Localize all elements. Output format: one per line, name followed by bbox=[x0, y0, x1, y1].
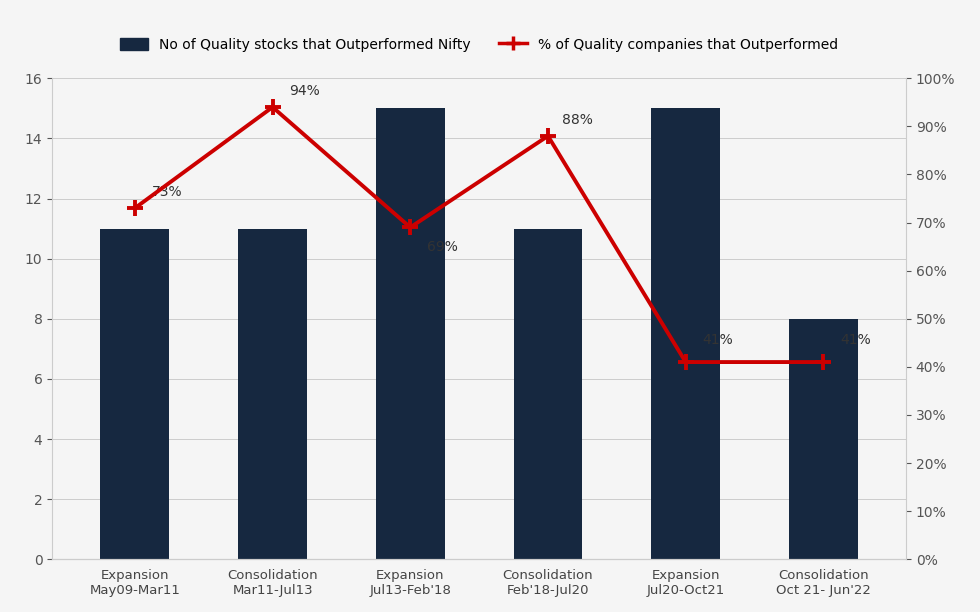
Bar bbox=[376, 108, 445, 559]
Bar bbox=[789, 319, 858, 559]
Text: 73%: 73% bbox=[152, 185, 182, 199]
Bar bbox=[514, 228, 582, 559]
Text: 94%: 94% bbox=[289, 84, 319, 98]
Text: 69%: 69% bbox=[427, 241, 458, 255]
Bar bbox=[652, 108, 720, 559]
Text: 41%: 41% bbox=[703, 333, 733, 347]
Text: 41%: 41% bbox=[840, 333, 870, 347]
Legend: No of Quality stocks that Outperformed Nifty, % of Quality companies that Outper: No of Quality stocks that Outperformed N… bbox=[115, 32, 844, 58]
Text: 88%: 88% bbox=[562, 113, 593, 127]
Bar bbox=[238, 228, 307, 559]
Bar bbox=[101, 228, 170, 559]
